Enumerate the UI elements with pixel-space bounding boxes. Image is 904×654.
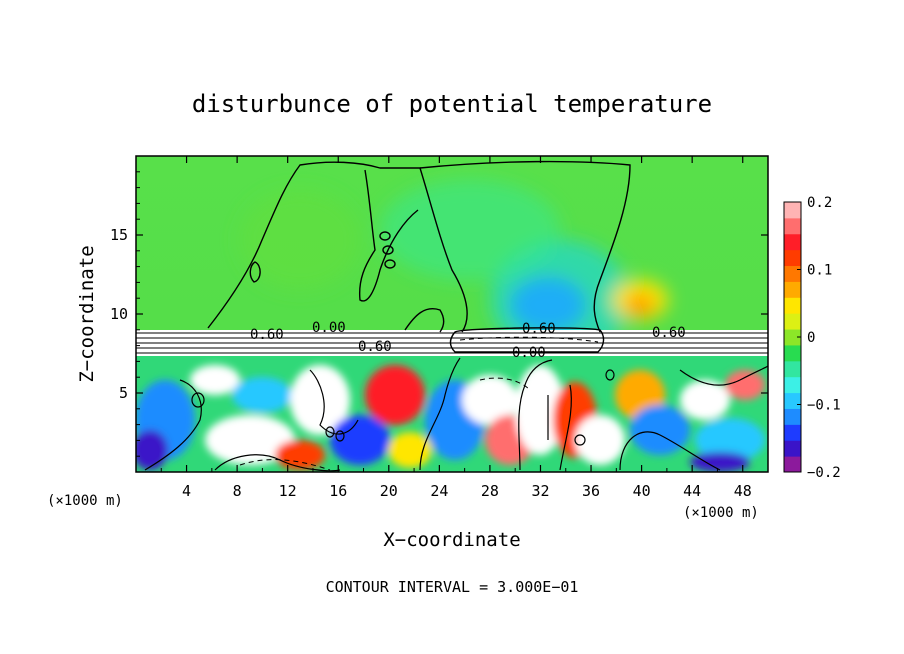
colorbar-segment [784,249,801,267]
contour-line [384,259,396,269]
y-axis-label: Z−coordinate [76,245,98,382]
x-tick-label: 4 [182,482,191,500]
colorbar-ticks: 0.2 0.1 0 −0.1 −0.2 [797,195,841,481]
colorbar-segment [784,360,801,378]
x-axis: 4 8 12 16 20 24 28 32 36 40 44 48 [160,156,752,500]
contour-line [518,359,553,471]
contour-label: 0.00 [512,345,546,361]
colorbar-tick-label: 0.1 [807,263,832,279]
x-tick-label: 24 [430,482,448,500]
colorbar-segment [784,281,801,298]
contour-line [249,261,261,283]
x-unit-right: (×1000 m) [683,505,759,521]
x-tick-label: 36 [582,482,600,500]
y-tick-label: 10 [110,305,128,323]
colorbar-segment [784,233,801,251]
x-tick-label: 20 [380,482,398,500]
x-tick-label: 40 [633,482,651,500]
x-tick-label: 48 [734,482,752,500]
colorbar-segment [784,456,801,473]
colorbar-segment [784,424,801,441]
colorbar-segment [784,408,801,425]
colorbar-segment [784,313,801,330]
colorbar-segment [784,440,801,457]
colorbar-tick-label: 0.2 [807,195,832,211]
contour-line [449,327,605,353]
x-tick-label: 12 [279,482,297,500]
colorbar-segment [784,344,801,362]
contour-label: 0.60 [358,339,392,355]
contour-line [144,379,202,471]
colorbar-tick-label: −0.2 [807,465,841,481]
contour-line [207,161,468,333]
contour-label: 0.60 [522,321,556,337]
contour-line [605,369,615,381]
contour-line [419,357,461,471]
contour-line [325,426,335,438]
contour-line [358,169,419,302]
colorbar-segment [784,376,801,394]
chart-title: disturbunce of potential temperature [192,90,712,118]
contour-line [239,459,331,471]
x-tick-label: 32 [531,482,549,500]
contour-lines [207,160,631,353]
lower-field-shading [136,365,765,472]
colorbar-segment [784,297,801,314]
plot-area: 0.60 0.00 0.60 0.60 0.00 0.60 [136,156,768,472]
colorbar [784,202,801,473]
y-tick-label: 15 [110,226,128,244]
contour-line [619,431,721,471]
contour-line [191,392,205,408]
x-tick-label: 28 [481,482,499,500]
contour-line [679,365,768,386]
colorbar-tick-label: 0 [807,330,815,346]
contour-line [309,369,359,435]
contour-line [559,384,572,471]
colorbar-segment [784,329,801,346]
contour-line [335,430,345,442]
contour-label: 0.00 [312,320,346,336]
colorbar-segment [784,217,801,235]
colorbar-segment [784,392,801,409]
y-axis: 5 10 15 [110,171,768,457]
x-axis-label: X−coordinate [383,529,520,551]
x-tick-label: 8 [233,482,242,500]
contour-line [379,231,391,241]
contour-interval-note: CONTOUR INTERVAL = 3.000E−01 [326,578,579,596]
contour-line [574,434,586,446]
dashed-contours [239,336,599,471]
contour-line [419,160,631,333]
contour-label: 0.60 [652,325,686,341]
contour-label: 0.60 [250,327,284,343]
x-unit-left: (×1000 m) [47,493,123,509]
x-tick-label: 16 [329,482,347,500]
contour-line [404,308,445,333]
colorbar-segment [784,202,801,219]
colorbar-tick-label: −0.1 [807,398,841,414]
contour-line [382,245,394,255]
colorbar-segment [784,265,801,282]
x-tick-label: 44 [683,482,701,500]
contour-line [479,377,531,391]
y-tick-label: 5 [119,384,128,402]
